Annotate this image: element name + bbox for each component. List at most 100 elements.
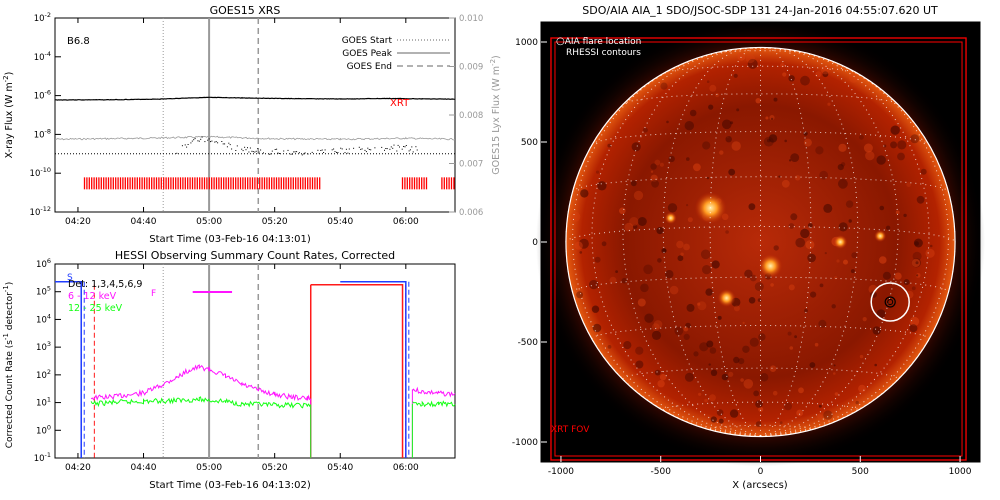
- goes-short-channel-point: [296, 151, 298, 153]
- goes-short-channel-point: [268, 153, 270, 155]
- aia-texture-blob: [874, 363, 877, 367]
- aia-texture-blob: [807, 253, 816, 263]
- goes-short-channel-point: [278, 153, 280, 154]
- hessi-interval-red: [310, 283, 404, 458]
- goes-short-channel-point: [385, 148, 387, 149]
- hessi-y-tick-base: 10: [36, 371, 47, 381]
- aia-texture-blob: [787, 331, 792, 336]
- aia-texture-blob: [580, 189, 589, 198]
- goes-short-channel-point: [399, 146, 400, 148]
- aia-active-region: [664, 212, 677, 224]
- aia-legend-flare-location: ○AIA flare location: [556, 36, 641, 47]
- aia-texture-blob: [736, 108, 740, 112]
- goes-short-channel-point: [293, 151, 295, 153]
- aia-texture-blob: [743, 379, 754, 389]
- aia-texture-blob: [609, 276, 617, 284]
- goes-y-tick-label: 10-6: [34, 89, 51, 102]
- aia-texture-blob: [706, 340, 714, 348]
- hessi-y-tick-label: 102: [36, 368, 51, 381]
- goes-short-channel-point: [341, 148, 343, 150]
- aia-texture-blob: [676, 240, 684, 249]
- goes-short-channel-point: [277, 152, 279, 154]
- aia-texture-blob: [748, 203, 756, 211]
- goes-short-channel-point: [270, 153, 272, 155]
- aia-texture-blob: [916, 274, 919, 277]
- aia-texture-blob: [633, 224, 638, 229]
- aia-texture-blob: [758, 333, 766, 341]
- aia-texture-blob: [818, 319, 827, 328]
- goes-short-channel-point: [260, 149, 262, 151]
- aia-texture-blob: [725, 136, 732, 143]
- aia-texture-blob: [885, 225, 891, 230]
- goes-y-tick-exp: -12: [40, 205, 51, 213]
- aia-texture-blob: [819, 283, 824, 288]
- aia-texture-blob: [656, 227, 664, 235]
- goes-short-channel-point: [320, 150, 322, 151]
- aia-texture-blob: [607, 143, 612, 148]
- aia-texture-blob: [601, 241, 607, 247]
- goes-short-channel-point: [252, 151, 254, 153]
- goes-right-y-tick-label: 0.006: [459, 208, 483, 218]
- aia-texture-blob: [800, 75, 810, 86]
- aia-longitude-line: [591, 47, 761, 437]
- aia-texture-blob: [903, 213, 907, 218]
- aia-texture-blob: [831, 304, 836, 309]
- aia-texture-blob: [700, 249, 711, 260]
- goes-short-channel-point: [337, 152, 339, 153]
- hessi-series-line: [90, 364, 311, 402]
- aia-texture-blob: [637, 217, 647, 226]
- hessi-y-tick-label: 103: [36, 340, 51, 353]
- aia-texture-blob: [747, 58, 758, 69]
- aia-texture-blob: [659, 162, 664, 167]
- aia-texture-blob: [745, 54, 755, 64]
- aia-texture-blob: [659, 374, 667, 381]
- aia-texture-blob: [654, 159, 661, 166]
- goes-short-channel-point: [347, 152, 349, 154]
- goes-short-channel-point: [229, 144, 231, 146]
- aia-texture-blob: [916, 195, 925, 204]
- aia-texture-blob: [687, 217, 693, 223]
- aia-texture-blob: [699, 342, 709, 352]
- goes-short-channel-point: [409, 149, 411, 151]
- goes-y-tick-label: 10-2: [34, 11, 51, 24]
- aia-flare-location-circle: [870, 282, 910, 322]
- aia-texture-blob: [742, 345, 750, 353]
- aia-x-tick-label: -500: [651, 467, 672, 477]
- aia-texture-blob: [770, 283, 774, 287]
- goes-short-channel-point: [200, 138, 202, 140]
- goes-short-channel-point: [303, 153, 305, 155]
- goes-short-channel-point: [235, 150, 237, 151]
- aia-texture-blob: [668, 155, 675, 163]
- aia-longitude-line: [760, 47, 956, 437]
- aia-texture-blob: [850, 269, 855, 274]
- hessi-interval-blue: [55, 280, 82, 458]
- aia-texture-blob: [654, 369, 661, 376]
- goes-short-channel-point: [242, 150, 244, 152]
- aia-sun-image: [535, 17, 986, 467]
- hessi-y-tick-exp: 5: [47, 285, 51, 293]
- goes-right-y-tick-label: 0.007: [459, 160, 483, 170]
- aia-texture-blob: [920, 168, 927, 175]
- goes-short-channel-point: [274, 149, 276, 150]
- aia-texture-blob: [754, 282, 764, 292]
- goes-short-channel-point: [334, 151, 336, 153]
- goes-short-channel-point: [176, 152, 178, 154]
- hessi-y-tick-base: 10: [36, 426, 47, 436]
- hessi-flag-s: S: [67, 273, 73, 283]
- goes-short-channel-point: [231, 148, 233, 150]
- goes-short-channel-point: [226, 146, 228, 148]
- aia-texture-blob: [733, 73, 738, 78]
- goes-short-channel-point: [365, 151, 367, 153]
- aia-active-region: [833, 235, 848, 249]
- hessi-y-tick-base: 10: [34, 454, 45, 464]
- hessi-y-tick-base: 10: [36, 399, 47, 409]
- aia-texture-blob: [849, 73, 859, 83]
- aia-texture-blob: [773, 245, 779, 251]
- aia-texture-blob: [666, 120, 669, 124]
- goes-short-channel-point: [386, 148, 388, 150]
- aia-x-tick-label: 1000: [949, 467, 972, 477]
- goes-class-annotation: B6.8: [67, 36, 90, 47]
- aia-rhessi-contour: [884, 296, 896, 308]
- aia-texture-blob: [894, 272, 902, 280]
- goes-short-channel-point: [317, 149, 319, 151]
